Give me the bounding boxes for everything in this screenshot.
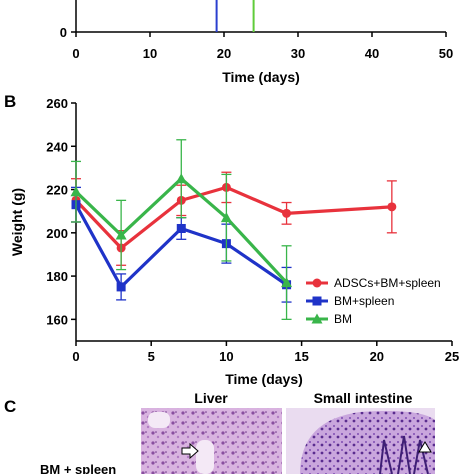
data-point bbox=[281, 277, 293, 288]
panel-b-x-tick-label: 15 bbox=[294, 349, 308, 364]
series-line bbox=[74, 185, 392, 250]
panel-a-x-tick-label: 10 bbox=[143, 46, 157, 61]
data-point bbox=[116, 282, 126, 292]
panel-b-y-tick-label: 160 bbox=[46, 312, 68, 327]
panel-a-y-tick-label: 0 bbox=[60, 25, 67, 40]
panel-b-x-tick-label: 5 bbox=[148, 349, 155, 364]
data-point bbox=[115, 229, 127, 240]
data-point bbox=[387, 202, 397, 212]
panel-b-x-ticks: 0 5 10 15 20 25 bbox=[72, 341, 459, 364]
series-2 bbox=[70, 139, 293, 321]
legend-label: BM bbox=[334, 312, 352, 326]
data-point bbox=[70, 186, 82, 197]
arrow-marker bbox=[181, 442, 199, 460]
series-0 bbox=[71, 171, 397, 266]
panel-a-x-tick-label: 0 bbox=[72, 46, 79, 61]
panel-b-y-label: Weight (g) bbox=[9, 188, 25, 256]
panel-a-x-label: Time (days) bbox=[222, 69, 300, 85]
data-point bbox=[220, 212, 232, 223]
panel-b: B 0 5 10 15 20 25 160 180 200 220 240 260 Weight (… bbox=[4, 92, 459, 387]
panel-c: C Liver Small intestine BM + spleen bbox=[4, 390, 435, 474]
panel-c-letter: C bbox=[4, 397, 16, 416]
panel-c-row-label: BM + spleen bbox=[40, 462, 116, 474]
panel-b-x-tick-label: 25 bbox=[445, 349, 459, 364]
legend-marker bbox=[312, 296, 322, 306]
panel-a-x-tick-label: 20 bbox=[217, 46, 231, 61]
panel-b-y-tick-label: 260 bbox=[46, 96, 68, 111]
panel-a-x-tick-label: 30 bbox=[291, 46, 305, 61]
panel-c-title-liver: Liver bbox=[194, 390, 228, 406]
panel-b-y-tick-label: 240 bbox=[46, 139, 68, 154]
panel-b-x-tick-label: 0 bbox=[72, 349, 79, 364]
liver-vessel bbox=[148, 412, 170, 428]
data-point bbox=[176, 223, 186, 233]
panel-b-y-tick-label: 220 bbox=[46, 183, 68, 198]
legend-marker bbox=[311, 313, 323, 324]
legend-marker bbox=[312, 278, 322, 288]
panel-a-x-tick-label: 50 bbox=[439, 46, 453, 61]
panel-b-y-tick-label: 180 bbox=[46, 269, 68, 284]
legend-label: ADSCs+BM+spleen bbox=[334, 276, 441, 290]
panel-b-letter: B bbox=[4, 92, 16, 111]
panel-a-x-ticks: 0 10 20 30 40 50 bbox=[72, 32, 453, 61]
panel-b-series bbox=[70, 139, 397, 321]
panel-a-y-ticks: 0 bbox=[60, 25, 76, 40]
panel-b-y-ticks: 160 180 200 220 240 260 bbox=[46, 96, 76, 327]
panel-b-legend: ADSCs+BM+spleen BM+spleen BM bbox=[306, 276, 441, 326]
panel-a: 0 10 20 30 40 50 0 Time (days) bbox=[60, 0, 453, 85]
panel-a-x-tick-label: 40 bbox=[365, 46, 379, 61]
panel-a-markers bbox=[215, 0, 255, 32]
panel-b-x-tick-label: 10 bbox=[219, 349, 233, 364]
panel-c-title-small-intestine: Small intestine bbox=[314, 390, 413, 406]
legend-label: BM+spleen bbox=[334, 294, 394, 308]
data-point bbox=[175, 173, 187, 184]
triangle-marker bbox=[418, 441, 432, 453]
panel-b-y-tick-label: 200 bbox=[46, 226, 68, 241]
panel-b-x-label: Time (days) bbox=[225, 371, 303, 387]
intestine-villi bbox=[379, 435, 429, 474]
liver-vessel bbox=[196, 440, 214, 474]
data-point bbox=[282, 208, 292, 218]
panel-b-x-tick-label: 20 bbox=[370, 349, 384, 364]
